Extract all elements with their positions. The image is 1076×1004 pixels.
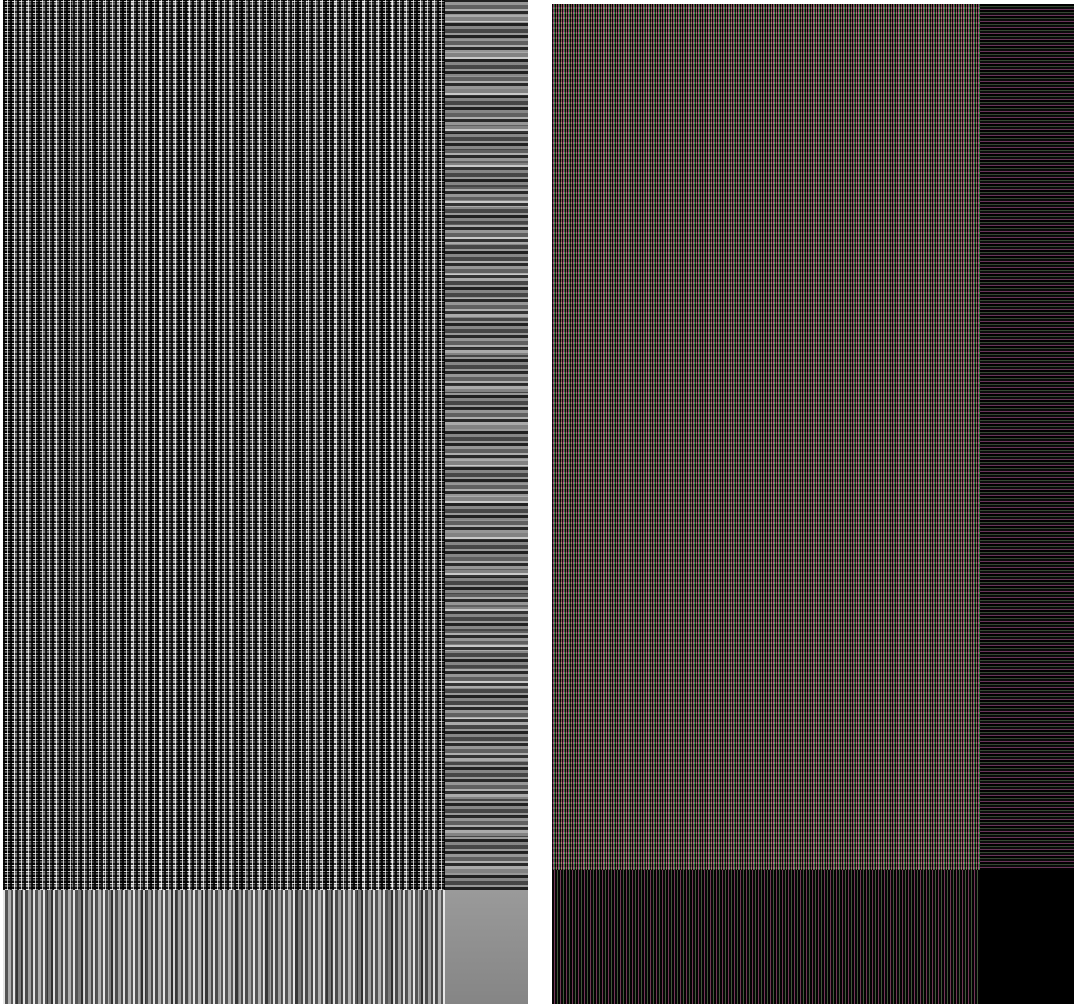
screenshot — [0, 0, 1076, 1004]
color-corner — [980, 870, 1074, 1004]
grayscale-streak-strip — [445, 0, 528, 890]
color-streak-strip — [980, 4, 1074, 870]
color-noise-texture — [552, 4, 980, 870]
color-bottom-streaks — [552, 870, 980, 1004]
grayscale-corner — [445, 890, 528, 1004]
grayscale-texture — [3, 0, 445, 890]
